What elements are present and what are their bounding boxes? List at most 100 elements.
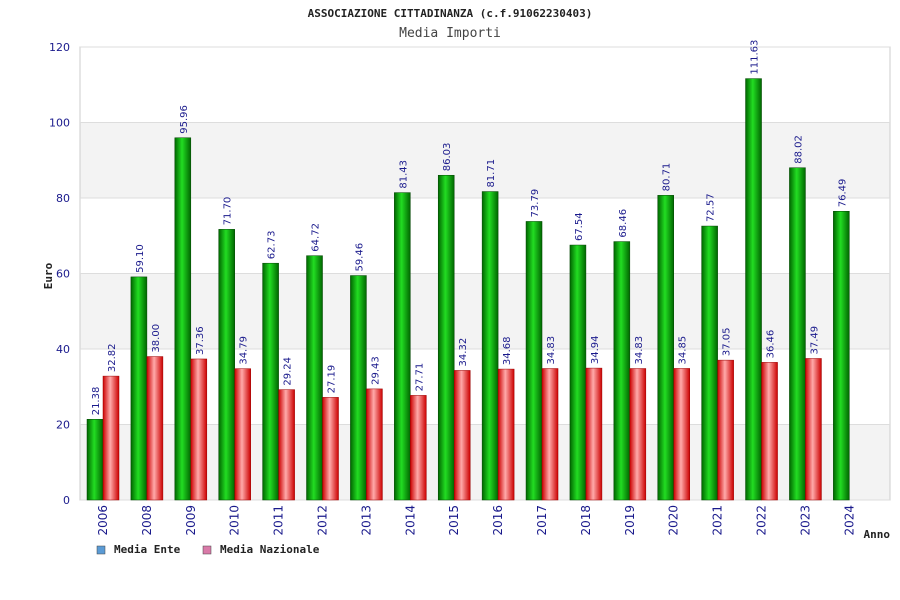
legend-label-media-ente: Media Ente bbox=[114, 543, 181, 556]
x-tick-label: 2013 bbox=[359, 505, 373, 536]
value-label: 32.82 bbox=[107, 343, 118, 372]
bar-media-ente bbox=[437, 174, 455, 501]
legend-swatch-media-ente bbox=[96, 545, 106, 555]
y-axis-label: Euro bbox=[42, 262, 55, 289]
legend-swatch-media-nazionale bbox=[202, 545, 212, 555]
bar-media-nazionale bbox=[717, 359, 734, 501]
bar-media-nazionale bbox=[234, 368, 251, 501]
bar-media-ente bbox=[525, 221, 543, 501]
x-tick-label: 2014 bbox=[403, 505, 417, 536]
bar-media-ente bbox=[262, 262, 279, 501]
value-label: 34.94 bbox=[590, 335, 601, 364]
value-label: 95.96 bbox=[179, 105, 190, 134]
value-label: 111.63 bbox=[750, 40, 761, 75]
legend: Media Ente Media Nazionale bbox=[96, 543, 320, 556]
x-tick-label: 2023 bbox=[798, 505, 812, 536]
bar-media-nazionale bbox=[278, 389, 295, 501]
x-axis-label: Anno bbox=[864, 528, 891, 541]
x-tick-label: 2008 bbox=[140, 505, 154, 536]
value-label: 37.49 bbox=[809, 326, 820, 355]
value-label: 62.73 bbox=[267, 231, 278, 260]
bar-media-nazionale bbox=[146, 356, 164, 501]
value-label: 37.36 bbox=[195, 326, 206, 355]
x-tick-label: 2015 bbox=[447, 505, 461, 536]
bar-media-nazionale bbox=[541, 368, 559, 501]
x-tick-label: 2006 bbox=[96, 505, 110, 536]
bar-media-ente bbox=[745, 78, 762, 501]
bar-media-ente bbox=[394, 192, 411, 501]
x-tick-label: 2016 bbox=[491, 505, 505, 536]
value-label: 34.83 bbox=[634, 336, 645, 365]
value-label: 27.19 bbox=[327, 365, 338, 394]
bar-media-ente bbox=[701, 225, 718, 501]
y-tick-label: 80 bbox=[56, 192, 70, 205]
bar-media-nazionale bbox=[805, 358, 822, 501]
bar-media-ente bbox=[481, 191, 499, 501]
bar-media-ente bbox=[86, 419, 104, 501]
value-labels: 21.38 32.82 59.10 38.00 95.96 37.36 71.70 34.79… bbox=[91, 40, 848, 416]
x-tick-label: 2017 bbox=[535, 505, 549, 536]
bar-media-ente bbox=[657, 195, 674, 501]
x-axis-ticks: 2006 2008 2009 2010 2011 2012 2013 2014 2015 2016… bbox=[96, 505, 856, 536]
y-tick-label: 40 bbox=[56, 343, 70, 356]
bar-media-nazionale bbox=[410, 395, 427, 501]
bar-media-nazionale bbox=[190, 358, 208, 501]
y-tick-label: 20 bbox=[56, 419, 70, 432]
bar-media-ente bbox=[218, 229, 235, 501]
value-label: 27.71 bbox=[414, 363, 425, 392]
value-label: 81.71 bbox=[486, 159, 497, 188]
bar-media-ente bbox=[613, 241, 631, 501]
value-label: 80.71 bbox=[662, 163, 673, 192]
y-tick-label: 0 bbox=[63, 494, 70, 507]
x-tick-label: 2024 bbox=[842, 505, 856, 536]
bar-media-nazionale bbox=[453, 370, 471, 501]
bar-media-ente bbox=[789, 167, 806, 501]
bar-media-nazionale bbox=[673, 368, 690, 501]
bar-media-nazionale bbox=[102, 375, 120, 501]
bar-media-ente bbox=[130, 276, 148, 501]
value-label: 34.79 bbox=[239, 336, 250, 365]
value-label: 37.05 bbox=[722, 327, 733, 356]
bar-media-nazionale bbox=[497, 368, 515, 501]
y-tick-label: 60 bbox=[56, 268, 70, 281]
value-label: 71.70 bbox=[223, 197, 234, 226]
y-axis-ticks: 0 20 40 60 80 100 120 bbox=[49, 41, 70, 507]
x-tick-label: 2020 bbox=[667, 505, 681, 536]
value-label: 59.46 bbox=[354, 243, 365, 272]
bar-media-nazionale bbox=[366, 388, 383, 501]
value-label: 34.32 bbox=[458, 338, 469, 367]
chart-subtitle: Media Importi bbox=[399, 26, 501, 41]
bar-media-nazionale bbox=[322, 397, 339, 501]
value-label: 21.38 bbox=[91, 387, 102, 416]
value-label: 29.43 bbox=[370, 356, 381, 385]
value-label: 81.43 bbox=[398, 160, 409, 189]
value-label: 59.10 bbox=[135, 244, 146, 273]
x-tick-label: 2022 bbox=[755, 505, 769, 536]
plot-band bbox=[80, 122, 890, 198]
legend-label-media-nazionale: Media Nazionale bbox=[220, 543, 320, 556]
value-label: 88.02 bbox=[793, 135, 804, 164]
x-tick-label: 2011 bbox=[272, 505, 286, 536]
value-label: 34.68 bbox=[502, 336, 513, 365]
bar-media-nazionale bbox=[761, 362, 778, 501]
value-label: 29.24 bbox=[283, 357, 294, 386]
x-tick-label: 2021 bbox=[711, 505, 725, 536]
value-label: 38.00 bbox=[151, 324, 162, 353]
y-tick-label: 120 bbox=[49, 41, 70, 54]
value-label: 86.03 bbox=[442, 143, 453, 172]
value-label: 76.49 bbox=[837, 179, 848, 208]
value-label: 36.46 bbox=[766, 330, 777, 359]
bar-media-nazionale bbox=[629, 368, 647, 501]
value-label: 68.46 bbox=[618, 209, 629, 238]
bar-media-nazionale bbox=[585, 367, 603, 501]
value-label: 67.54 bbox=[574, 212, 585, 241]
x-tick-label: 2009 bbox=[184, 505, 198, 536]
bars bbox=[86, 78, 850, 501]
plot-band bbox=[80, 47, 890, 123]
bar-media-ente bbox=[833, 211, 850, 501]
x-tick-label: 2018 bbox=[579, 505, 593, 536]
value-label: 64.72 bbox=[311, 223, 322, 252]
x-tick-label: 2010 bbox=[228, 505, 242, 536]
chart-title: ASSOCIAZIONE CITTADINANZA (c.f.910622304… bbox=[308, 7, 593, 20]
